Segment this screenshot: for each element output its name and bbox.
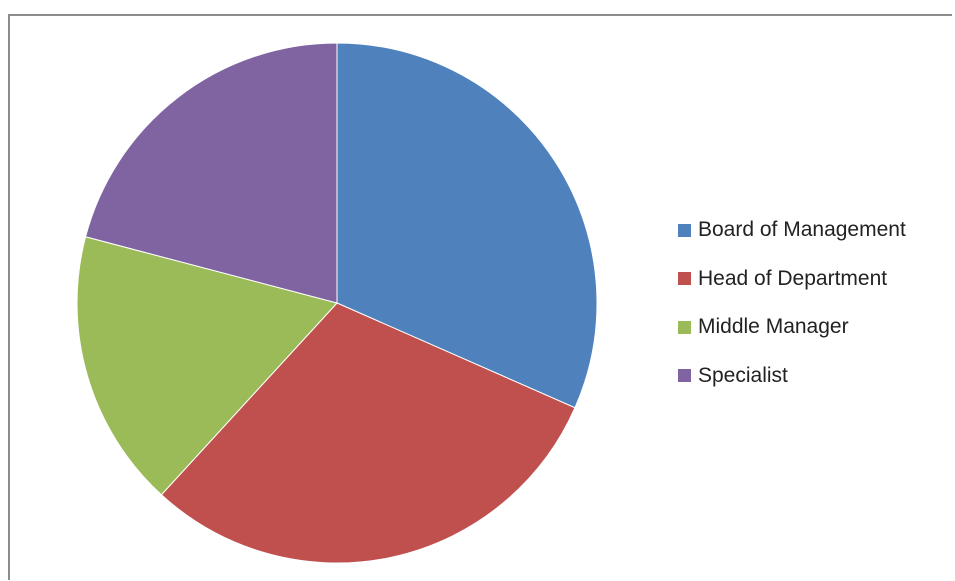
pie-slice-specialist bbox=[84, 42, 338, 304]
legend-item-board-of-management: Board of Management bbox=[678, 218, 906, 242]
legend-label: Specialist bbox=[698, 363, 788, 387]
legend-swatch bbox=[678, 369, 691, 382]
legend-item-specialist: Specialist bbox=[678, 364, 906, 388]
pie-slice-middle-manager bbox=[76, 236, 338, 496]
legend-label: Middle Manager bbox=[698, 315, 849, 338]
legend-item-head-of-department: Head of Department bbox=[678, 267, 906, 291]
legend-swatch bbox=[678, 320, 691, 334]
pie-slice-head-of-department bbox=[160, 302, 576, 564]
legend-item-middle-manager: Middle Manager bbox=[678, 315, 906, 339]
legend: Board of Management Head of Department M… bbox=[678, 218, 906, 412]
legend-swatch bbox=[678, 223, 691, 237]
legend-swatch bbox=[678, 272, 691, 285]
pie-slice-board-of-management bbox=[336, 42, 598, 409]
legend-label: Head of Department bbox=[698, 266, 888, 290]
legend-label: Board of Management bbox=[698, 218, 906, 241]
